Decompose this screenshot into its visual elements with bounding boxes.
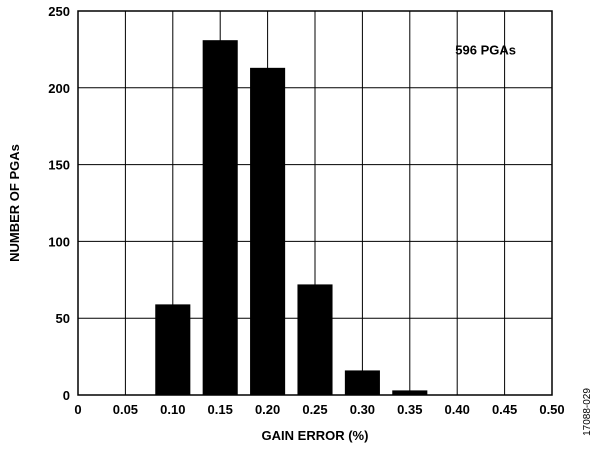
bar-0.15 [202,40,238,396]
y-tick-label: 50 [56,311,70,326]
x-tick-label: 0.10 [160,402,185,417]
x-tick-label: 0.20 [255,402,280,417]
x-tick-label: 0.30 [350,402,375,417]
y-tick-label: 250 [48,4,70,19]
y-tick-label: 200 [48,81,70,96]
x-tick-label: 0.50 [539,402,564,417]
x-tick-label: 0.15 [208,402,233,417]
bar-0.20 [250,67,286,395]
bar-0.35 [392,390,428,395]
x-tick-label: 0 [74,402,81,417]
y-tick-label: 100 [48,234,70,249]
y-axis-title: NUMBER OF PGAs [7,144,22,262]
x-tick-label: 0.25 [302,402,327,417]
x-axis-title: GAIN ERROR (%) [262,428,369,443]
sample-count-annotation: 596 PGAs [455,42,516,57]
x-tick-label: 0.40 [445,402,470,417]
bar-0.10 [155,304,191,395]
x-tick-label: 0.05 [113,402,138,417]
bar-0.25 [297,284,333,395]
x-tick-label: 0.35 [397,402,422,417]
x-tick-label: 0.45 [492,402,517,417]
plot-frame [77,10,553,396]
bar-0.30 [344,370,380,395]
y-tick-labels: 0 50 100 150 200 250 [48,4,70,403]
x-tick-labels: 0 0.05 0.10 0.15 0.20 0.25 0.30 0.35 0.40 0.45 0.5… [74,402,564,417]
figure-id: 17088-029 [582,388,593,436]
y-tick-label: 0 [63,388,70,403]
bars [155,40,428,396]
y-tick-label: 150 [48,158,70,173]
